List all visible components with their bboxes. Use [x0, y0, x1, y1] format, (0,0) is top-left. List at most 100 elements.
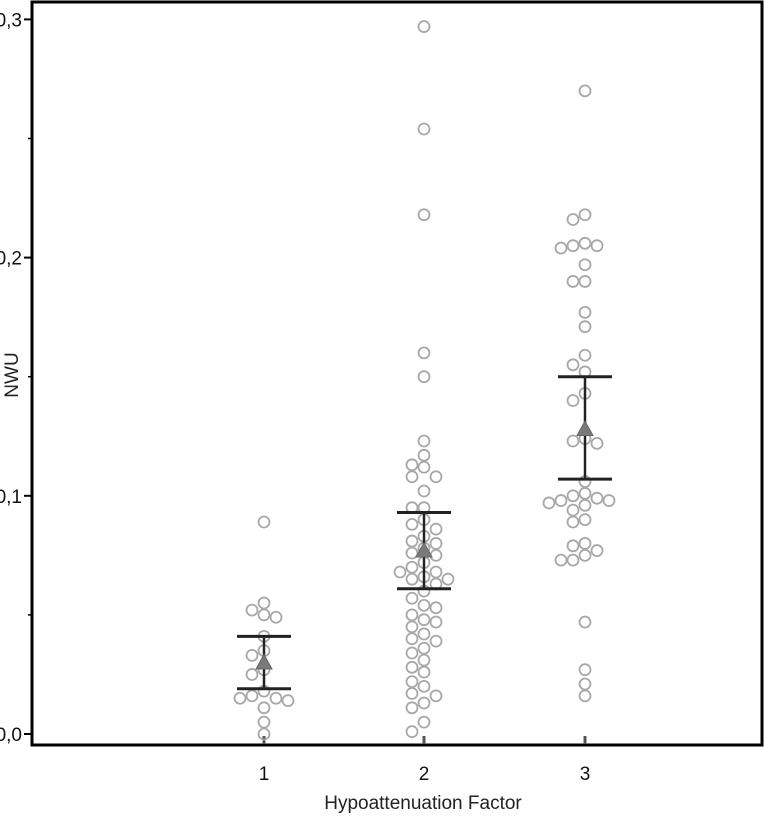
data-point	[429, 634, 443, 648]
data-point	[393, 565, 407, 579]
data-point	[257, 715, 271, 729]
data-point	[405, 608, 419, 622]
data-point	[566, 213, 580, 226]
x-axis-title: Hypoattenuation Factor	[324, 793, 522, 814]
data-point	[417, 613, 431, 627]
data-point	[417, 122, 431, 136]
mean-markers	[255, 420, 594, 670]
data-point	[566, 489, 580, 503]
data-point	[578, 487, 592, 500]
data-point	[405, 675, 419, 688]
data-point	[429, 601, 443, 615]
data-point	[590, 491, 604, 505]
data-point	[269, 610, 283, 624]
data-point	[417, 715, 431, 729]
data-point	[417, 665, 431, 679]
x-tick-label: 1	[259, 764, 270, 785]
data-point	[245, 648, 259, 662]
plot-frame	[30, 0, 764, 747]
data-point	[257, 608, 271, 622]
data-point	[441, 572, 455, 586]
data-point	[257, 727, 271, 741]
data-point	[566, 239, 580, 253]
data-point	[281, 694, 295, 708]
data-point	[417, 208, 431, 222]
data-point	[429, 522, 443, 536]
data-point	[578, 275, 592, 288]
data-point	[566, 503, 580, 517]
data-point	[566, 539, 580, 553]
data-point	[578, 258, 592, 272]
data-point	[233, 691, 247, 705]
data-point	[417, 20, 431, 33]
data-point	[429, 689, 443, 703]
mean-marker	[576, 420, 594, 437]
data-point	[245, 668, 259, 681]
y-tick-label: 0,0	[0, 725, 22, 746]
data-point	[405, 470, 419, 484]
data-point	[417, 434, 431, 448]
data-point	[417, 696, 431, 710]
data-point	[257, 596, 271, 610]
data-point	[542, 496, 556, 510]
data-point	[405, 646, 419, 660]
data-point	[405, 620, 419, 634]
data-point	[417, 448, 431, 462]
data-point	[578, 537, 592, 550]
data-point	[578, 208, 592, 222]
data-point	[554, 553, 568, 567]
data-point	[554, 494, 568, 507]
data-point	[417, 460, 431, 474]
data-point	[417, 641, 431, 655]
data-point	[245, 603, 259, 617]
mean-marker	[255, 653, 273, 670]
x-tick-label: 2	[419, 764, 430, 785]
data-point	[566, 553, 580, 567]
data-point	[405, 458, 419, 472]
error-bars	[237, 375, 612, 691]
data-point	[566, 394, 580, 407]
data-point	[578, 663, 592, 677]
data-point	[590, 436, 604, 450]
data-point	[602, 494, 616, 507]
data-point	[578, 689, 592, 703]
data-point	[405, 687, 419, 700]
data-point	[578, 513, 592, 527]
y-axis: 0,0 0,1 0,2 0,3	[0, 10, 32, 746]
data-point	[566, 358, 580, 372]
data-point	[405, 517, 419, 531]
data-point	[405, 560, 419, 574]
data-point	[405, 701, 419, 715]
data-point	[405, 660, 419, 674]
data-point	[417, 370, 431, 384]
data-point	[405, 725, 419, 739]
data-point	[566, 434, 580, 448]
y-tick-label: 0,3	[0, 10, 22, 31]
data-point	[578, 84, 592, 98]
data-point	[429, 548, 443, 562]
data-point	[578, 548, 592, 562]
data-point	[590, 544, 604, 557]
data-point	[257, 701, 271, 715]
data-point	[566, 275, 580, 288]
data-point	[257, 515, 271, 529]
data-point	[566, 515, 580, 529]
y-axis-title: NWU	[2, 352, 23, 397]
data-point	[429, 615, 443, 629]
data-point	[417, 598, 431, 612]
data-point	[417, 484, 431, 498]
data-point	[405, 591, 419, 605]
data-point	[429, 470, 443, 484]
data-point	[578, 236, 592, 250]
data-point	[578, 677, 592, 691]
y-tick-label: 0,1	[0, 487, 22, 508]
data-point	[429, 537, 443, 550]
data-point	[417, 627, 431, 641]
data-point	[578, 320, 592, 334]
data-point	[405, 546, 419, 560]
data-point	[417, 346, 431, 360]
x-axis: 1 2 3	[259, 736, 590, 785]
data-point	[417, 653, 431, 667]
data-point	[578, 498, 592, 512]
